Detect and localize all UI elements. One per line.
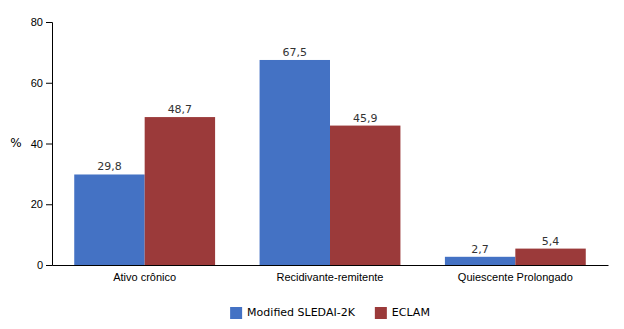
y-tick: 60 <box>31 77 52 89</box>
legend-item: Modified SLEDAI-2K <box>230 306 356 319</box>
legend-label: Modified SLEDAI-2K <box>247 306 356 319</box>
data-label: 45,9 <box>353 112 378 125</box>
x-tick: Recidivante-remitente <box>277 271 384 283</box>
chart: 0 20 40 60 80 Ativo crônico Recidivante-remite… <box>0 0 624 329</box>
y-tick-mark <box>46 22 52 23</box>
bar <box>260 60 330 265</box>
y-tick-label: 0 <box>37 259 43 271</box>
bars <box>74 60 586 265</box>
y-tick: 20 <box>31 198 52 210</box>
data-label: 2,7 <box>471 243 489 256</box>
y-tick-mark <box>46 265 52 266</box>
data-label: 67,5 <box>283 46 308 59</box>
data-label: 5,4 <box>542 235 560 248</box>
legend-swatch <box>375 307 387 319</box>
plot: 0 20 40 60 80 Ativo crônico Recidivante-remite… <box>31 16 609 283</box>
bar <box>445 257 515 265</box>
bar <box>74 174 144 265</box>
y-tick-label: 60 <box>31 77 43 89</box>
y-tick-mark <box>46 144 52 145</box>
y-tick-label: 80 <box>31 16 43 28</box>
legend-swatch <box>230 307 242 319</box>
x-tick: Ativo crônico <box>113 271 176 283</box>
data-labels: 29,8 67,5 2,7 48,7 45,9 5,4 <box>97 46 559 256</box>
x-tick-label: Recidivante-remitente <box>277 271 384 283</box>
data-label: 29,8 <box>97 160 122 173</box>
y-tick: 80 <box>31 16 52 28</box>
bar <box>145 117 215 265</box>
legend-item: ECLAM <box>375 306 430 319</box>
x-tick: Quiescente Prolongado <box>458 271 573 283</box>
y-axis-title: % <box>10 136 21 150</box>
x-tick-label: Ativo crônico <box>113 271 176 283</box>
data-label: 48,7 <box>168 103 193 116</box>
y-axis-line <box>46 23 53 266</box>
bar <box>515 249 585 265</box>
y-tick-mark <box>46 83 52 84</box>
x-axis-line <box>53 265 609 266</box>
y-tick: 0 <box>37 259 52 271</box>
legend: Modified SLEDAI-2K ECLAM <box>230 306 430 319</box>
y-tick-label: 20 <box>31 198 43 210</box>
bar <box>330 126 400 265</box>
y-tick-label: 40 <box>31 138 43 150</box>
y-tick: 40 <box>31 138 52 150</box>
legend-label: ECLAM <box>392 306 430 319</box>
x-tick-label: Quiescente Prolongado <box>458 271 573 283</box>
y-tick-mark <box>46 204 52 205</box>
y-axis: 0 20 40 60 80 <box>31 16 53 271</box>
x-axis: Ativo crônico Recidivante-remitente Quiesc… <box>53 266 609 283</box>
